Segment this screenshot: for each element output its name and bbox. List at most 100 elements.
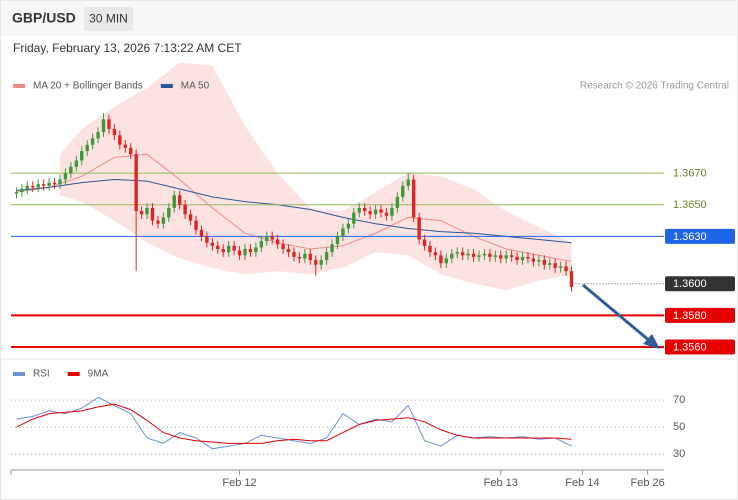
candle-body — [139, 211, 144, 215]
candle-body — [569, 271, 574, 287]
legend-label: MA 50 — [181, 81, 210, 92]
candle-body — [319, 260, 323, 265]
candle-body — [58, 179, 62, 185]
candle-body — [47, 182, 51, 186]
candle-body — [36, 184, 40, 188]
level-box — [665, 307, 735, 323]
candle-body — [205, 236, 209, 243]
candle-body — [477, 255, 481, 257]
level-box — [665, 339, 735, 355]
candle-body — [466, 253, 470, 256]
candle-body — [41, 184, 46, 186]
candle-body — [90, 138, 95, 145]
level-label: 1.3600 — [673, 278, 707, 290]
level-box — [665, 228, 735, 244]
candle-body — [509, 255, 514, 257]
candle-body — [199, 230, 204, 237]
candle-body — [548, 263, 552, 265]
x-tick-label: Feb 14 — [565, 477, 599, 489]
legend-swatch — [67, 372, 80, 376]
candle-body — [537, 260, 541, 262]
y-tick-label: 50 — [673, 421, 685, 433]
candle-body — [232, 245, 236, 251]
x-tick-label: Feb 26 — [631, 477, 665, 489]
candle-body — [14, 192, 19, 194]
candle-body — [221, 248, 225, 253]
legend-label: MA 20 + Bollinger Bands — [33, 81, 143, 92]
candle-body — [52, 182, 57, 185]
candle-body — [243, 248, 247, 256]
candle-body — [134, 154, 138, 212]
candle-body — [161, 217, 166, 224]
candle-body — [401, 185, 405, 197]
candle-body — [129, 147, 133, 155]
symbol: GBP/USD — [12, 10, 76, 26]
candle-body — [439, 255, 443, 264]
candle-body — [308, 253, 312, 261]
candle-body — [248, 248, 253, 253]
candle-body — [379, 209, 383, 213]
copyright: Research © 2026 Trading Central — [580, 81, 729, 92]
candle-body — [520, 256, 525, 261]
candle-body — [69, 166, 73, 174]
candle-body — [564, 266, 568, 272]
level-label: 1.3560 — [673, 341, 707, 353]
candle-body — [499, 255, 503, 259]
candle-body — [194, 220, 198, 231]
candle-body — [85, 144, 89, 152]
candle-body — [406, 179, 410, 186]
level-label: 1.3580 — [673, 310, 707, 322]
candle-body — [363, 207, 367, 212]
candle-body — [428, 245, 432, 253]
candle-body — [314, 260, 318, 265]
candle-body — [460, 252, 465, 256]
candle-body — [118, 135, 122, 145]
candle-body — [373, 209, 378, 215]
level-box — [665, 276, 735, 292]
candle-body — [275, 239, 280, 245]
candle-body — [101, 119, 106, 133]
candle-body — [352, 212, 356, 224]
interval: 30 MIN — [89, 12, 128, 26]
candle-body — [411, 179, 416, 218]
legend-swatch — [160, 84, 173, 88]
candle-body — [368, 211, 372, 215]
bollinger-band — [60, 62, 572, 291]
candle-body — [433, 252, 438, 256]
rsi-line — [16, 403, 572, 444]
candle-body — [31, 185, 35, 188]
candle-body — [259, 241, 264, 248]
candle-body — [237, 250, 242, 256]
candle-body — [112, 128, 117, 136]
candle-body — [450, 253, 454, 259]
candle-body — [531, 258, 536, 262]
candle-body — [167, 207, 171, 218]
candle-body — [346, 223, 351, 229]
candle-body — [482, 253, 487, 256]
candle-body — [341, 228, 345, 237]
candle-body — [542, 260, 546, 265]
candle-body — [444, 258, 449, 264]
level-label: 1.3630 — [673, 231, 707, 243]
legend-swatch — [13, 372, 25, 376]
y-tick-label: 70 — [673, 394, 685, 406]
candle-body — [20, 188, 24, 193]
moving-average — [16, 153, 572, 263]
candle-body — [488, 253, 492, 257]
candle-body — [390, 207, 394, 216]
candle-body — [177, 195, 182, 205]
moving-average — [16, 178, 572, 244]
candle-body — [150, 207, 155, 221]
legend-label: 9MA — [88, 369, 109, 380]
legend-swatch — [13, 84, 25, 88]
candle-body — [226, 245, 231, 253]
candle-body — [357, 207, 361, 213]
candle-body — [25, 185, 30, 189]
interval-badge[interactable] — [84, 7, 133, 31]
candle-body — [504, 255, 508, 259]
candle-body — [286, 248, 291, 253]
candle-body — [210, 242, 215, 246]
candle-body — [330, 244, 334, 253]
candle-body — [395, 196, 400, 208]
